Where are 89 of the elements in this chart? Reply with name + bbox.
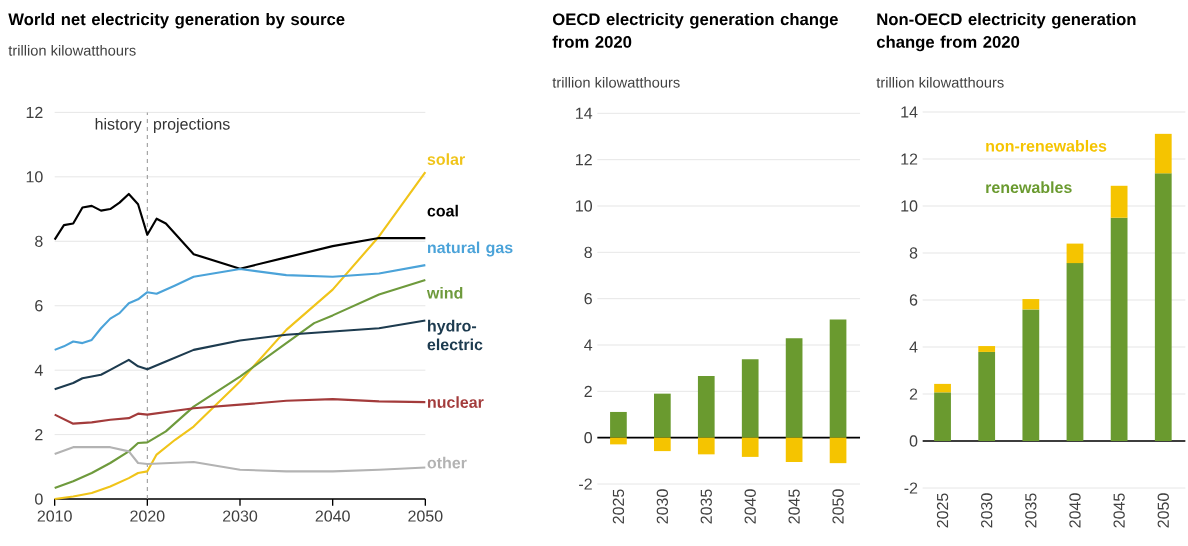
line-series xyxy=(53,319,427,391)
y-axis-title: trillion kilowatthours xyxy=(552,76,680,88)
y-tick-label: 10 xyxy=(576,200,593,212)
bar xyxy=(741,437,759,457)
bar xyxy=(978,346,996,352)
x-tick-label: 2040 xyxy=(315,510,350,522)
y-tick-label: 6 xyxy=(584,293,592,305)
y-tick-label: 0 xyxy=(909,435,918,447)
text: renewables xyxy=(986,181,1072,194)
bar xyxy=(785,338,803,438)
y-tick-label: 12 xyxy=(576,154,592,166)
bar xyxy=(829,437,847,464)
annotation: projections xyxy=(153,118,230,133)
bar xyxy=(978,351,996,441)
y-tick-label: 2 xyxy=(909,388,918,400)
bar xyxy=(829,319,847,438)
bar xyxy=(1154,133,1172,174)
x-tick-label: 2025 xyxy=(936,493,949,528)
y-tick-label: 14 xyxy=(576,107,593,119)
series-label: hydro-electric xyxy=(427,319,483,351)
x-tick-label: 2035 xyxy=(700,489,712,524)
y-tick-label: 12 xyxy=(26,106,43,118)
line-series xyxy=(53,398,427,425)
x-tick-label: 2040 xyxy=(744,489,756,524)
x-tick-label: 2030 xyxy=(656,489,669,524)
y-tick-label: 4 xyxy=(584,339,593,351)
y-tick-label: 8 xyxy=(584,246,592,258)
line-series xyxy=(53,192,427,270)
bar xyxy=(1110,185,1128,218)
bar xyxy=(610,437,627,445)
chart-title: Non-OECD electricity generation change from 2020 xyxy=(876,12,1136,52)
chart-title: World net electricity generation by source xyxy=(8,12,345,29)
x-tick-label: 2020 xyxy=(130,510,165,522)
series-label: solar xyxy=(427,153,465,165)
y-tick-label: 12 xyxy=(901,153,918,165)
y-tick-label: 6 xyxy=(909,294,918,306)
x-tick-label: 2045 xyxy=(788,489,800,524)
y-tick-label: 0 xyxy=(584,432,593,444)
y-tick-label: 6 xyxy=(35,300,43,312)
bar xyxy=(741,359,759,438)
series-label: wind xyxy=(426,286,463,299)
x-tick-label: 2030 xyxy=(981,493,993,528)
bar xyxy=(934,383,951,393)
x-tick-label: 2050 xyxy=(1157,493,1169,528)
y-tick-label: 2 xyxy=(35,429,43,441)
line-series xyxy=(53,446,427,473)
y-axis-title: trillion kilowatthours xyxy=(8,44,136,56)
y-tick-label: 4 xyxy=(909,341,918,353)
bar xyxy=(654,393,671,438)
x-tick-label: 2030 xyxy=(223,510,258,522)
y-tick-label: 8 xyxy=(909,247,918,259)
series-label: coal xyxy=(427,204,458,217)
line-series xyxy=(53,278,427,490)
bar xyxy=(697,437,715,455)
bar xyxy=(697,376,715,438)
y-tick-label: 0 xyxy=(35,493,43,505)
bar xyxy=(934,392,951,441)
bar xyxy=(1110,217,1128,441)
y-tick-label: -2 xyxy=(579,478,592,490)
series-label: other xyxy=(427,456,467,469)
y-tick-label: 8 xyxy=(35,235,43,247)
y-tick-label: 14 xyxy=(901,106,918,118)
x-tick-label: 2025 xyxy=(612,489,625,524)
line-series xyxy=(53,264,427,351)
series-label: nuclear xyxy=(427,396,484,408)
text: non-renewables xyxy=(986,139,1107,152)
y-tick-label: 4 xyxy=(34,364,43,376)
x-tick-label: 2035 xyxy=(1025,493,1037,528)
bar xyxy=(610,411,627,438)
bar xyxy=(1154,173,1172,441)
bar xyxy=(1022,309,1040,441)
bar xyxy=(1066,263,1084,441)
x-tick-label: 2050 xyxy=(832,489,844,524)
x-tick-label: 2040 xyxy=(1069,493,1081,528)
x-tick-label: 2010 xyxy=(37,510,72,522)
annotation: history xyxy=(95,118,142,133)
bar xyxy=(785,437,803,462)
y-tick-label: 10 xyxy=(901,200,918,212)
bar xyxy=(654,437,671,452)
bar xyxy=(1066,243,1084,264)
y-tick-label: 10 xyxy=(26,171,43,183)
series-label: natural gas xyxy=(427,241,513,257)
y-axis-title: trillion kilowatthours xyxy=(876,76,1004,88)
x-tick-label: 2050 xyxy=(408,510,443,522)
bar xyxy=(1022,299,1040,310)
x-tick-label: 2045 xyxy=(1113,493,1125,528)
chart-title: OECD electricity generation change from 2020 xyxy=(552,12,838,48)
y-tick-label: 2 xyxy=(584,385,592,397)
y-tick-label: -2 xyxy=(904,482,918,494)
